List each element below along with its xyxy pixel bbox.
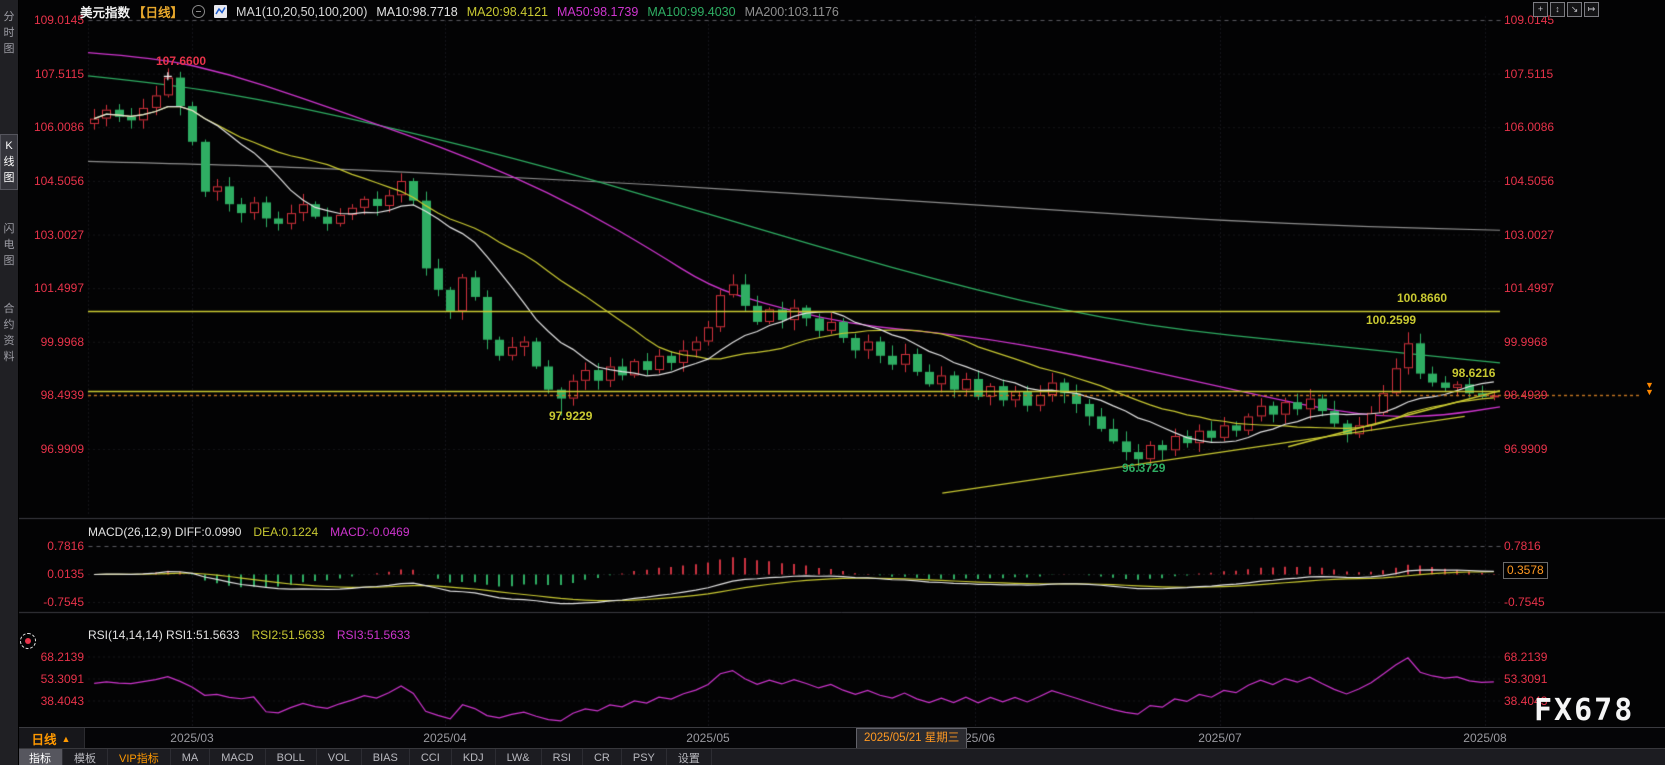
price-annotation: 107.6600 [156,54,207,68]
macd-legend: MACD(26,12,9) DIFF:0.0990 DEA:0.1224 MAC… [88,525,410,539]
price-axis-label-left: 99.9968 [40,334,84,349]
pan-right-icon[interactable]: ↦ [1584,2,1599,17]
ma100-legend: MA100:99.4030 [647,4,736,19]
toolbar-item-BOLL[interactable]: BOLL [266,749,317,765]
toolbar-item-模板[interactable]: 模板 [63,749,108,765]
toolbar-item-LW&[interactable]: LW& [496,749,542,765]
rsi-axis-label-left: 68.2139 [40,649,84,664]
symbol-title: 美元指数 [80,6,131,20]
macd-current-value: 0.3578 [1503,562,1548,579]
rsi-axis-label-left: 53.3091 [40,671,84,686]
sidebar-tab-3[interactable]: 闪电图 [3,223,15,267]
toolbar-item-MA[interactable]: MA [171,749,211,765]
indicator-toolbar: 指标 模板 VIP指标 MA MACD BOLL VOL BIAS CCI KDJ LW& RSI CR… [18,748,1665,765]
alert-dot-icon [20,633,36,649]
price-axis-label-right: 98.4939 [1504,388,1548,403]
ma10-legend: MA10:98.7718 [376,4,458,19]
toolbar-item-PSY[interactable]: PSY [622,749,667,765]
toolbar-item-VOL[interactable]: VOL [317,749,362,765]
chart-style-icon[interactable] [214,5,228,18]
crosshair-icon[interactable]: + [1533,2,1548,17]
toolbar-item-RSI[interactable]: RSI [542,749,583,765]
rsi2-legend: RSI2:51.5633 [251,628,325,642]
collapse-icon[interactable] [192,5,206,18]
time-axis-label: 2025/04 [423,731,467,745]
chart-header: 美元指数 【日线】 MA1(10,20,50,100,200) MA10:98.… [80,2,839,21]
toolbar-item-VIP指标[interactable]: VIP指标 [108,749,171,765]
toolbar-item-CCI[interactable]: CCI [410,749,452,765]
rsi-axis-label-right: 68.2139 [1504,649,1548,664]
date-tooltip: 2025/05/21 星期三 [856,728,968,749]
price-axis-label-left: 96.9909 [40,442,84,457]
price-axis-label-right: 103.0027 [1504,227,1555,242]
rsi-axis-label-right: 38.4043 [1504,693,1548,708]
price-axis-label-right: 106.0086 [1504,120,1555,135]
time-axis-row: 日线 ▲ 2025/05/21 星期三 2025/03 2025/04 2025/0… [18,727,1665,749]
chart-type-sidebar: 分时图 K线图闪电图合约资料 [0,0,19,765]
toolbar-item-CR[interactable]: CR [583,749,622,765]
chevron-up-icon: ▲ [61,733,71,744]
sidebar-tab-4[interactable]: 合约资料 [3,303,15,363]
price-axis-label-right: 104.5056 [1504,173,1555,188]
sidebar-tab-2[interactable]: K线图 [0,134,18,190]
ma200-legend: MA200:103.1176 [744,4,839,19]
macd-axis-label-right: 0.7816 [1504,539,1541,553]
macd-diff-legend: MACD(26,12,9) DIFF:0.0990 [88,525,242,539]
rsi-legend: RSI(14,14,14) RSI1:51.5633 RSI2:51.5633 … [88,628,410,642]
fit-y-axis-icon[interactable]: ↕ [1550,2,1565,17]
time-axis-label: 2025/07 [1198,731,1242,745]
macd-value-legend: MACD:-0.0469 [330,525,410,539]
rsi3-legend: RSI3:51.5633 [336,628,411,642]
interval-selector[interactable]: 日线 ▲ [18,728,85,749]
ma50-legend: MA50:98.1739 [557,4,639,19]
watermark: FX678 [1534,693,1635,728]
macd-axis-label-right: -0.7545 [1504,595,1545,609]
ma-legend-group: MA1(10,20,50,100,200) [236,4,368,19]
toolbar-item-BIAS[interactable]: BIAS [362,749,410,765]
macd-dea-legend: DEA:0.1224 [253,525,319,539]
price-axis-label-left: 107.5115 [34,66,84,81]
toolbar-item-KDJ[interactable]: KDJ [452,749,496,765]
price-axis-label-left: 106.0086 [33,120,84,135]
price-axis-label-left: 101.4997 [33,281,84,296]
price-annotation: 100.8660 [1397,291,1448,305]
macd-axis-label-left: 0.7816 [47,539,84,553]
price-annotation: 98.6216 [1452,366,1496,380]
interval-selector-label: 日线 [31,733,57,747]
price-axis-label-right: 96.9909 [1504,442,1548,457]
sidebar-tab-1[interactable]: 分时图 [3,11,15,55]
ma20-legend: MA20:98.4121 [466,4,548,19]
current-price-marker-icon: ▼ ▼ [1645,380,1654,397]
price-axis-label-left: 98.4939 [40,388,84,403]
price-annotation: 100.2599 [1366,313,1417,327]
price-axis-label-right: 107.5115 [1504,66,1554,81]
price-axis-label-right: 99.9968 [1504,334,1548,349]
price-axis-label-left: 109.0145 [33,13,84,27]
macd-axis-label-left: -0.7545 [43,595,84,609]
rsi-axis-label-right: 53.3091 [1504,671,1548,686]
chart-controls: + ↕ ↘ ↦ [1533,2,1599,17]
toolbar-item-指标[interactable]: 指标 [18,749,63,765]
interval-tag: 【日线】 [133,6,184,20]
toolbar-item-设置[interactable]: 设置 [667,749,712,765]
time-axis-label: 2025/08 [1463,731,1507,745]
time-axis-label: 2025/03 [170,731,214,745]
time-axis-label: 2025/05 [686,731,730,745]
time-axis-label: 25/06 [964,731,996,745]
price-axis-label-left: 104.5056 [33,173,84,188]
price-axis-label-left: 103.0027 [33,227,84,242]
price-axis-label-right: 101.4997 [1504,281,1555,296]
rsi1-legend: RSI(14,14,14) RSI1:51.5633 [88,628,240,642]
fit-x-axis-icon[interactable]: ↘ [1567,2,1582,17]
rsi-axis-label-left: 38.4043 [40,693,84,708]
toolbar-item-MACD[interactable]: MACD [210,749,266,765]
price-annotation: 96.3729 [1122,461,1166,475]
price-annotation: 97.9229 [549,409,593,423]
macd-axis-label-left: 0.0135 [47,567,84,581]
